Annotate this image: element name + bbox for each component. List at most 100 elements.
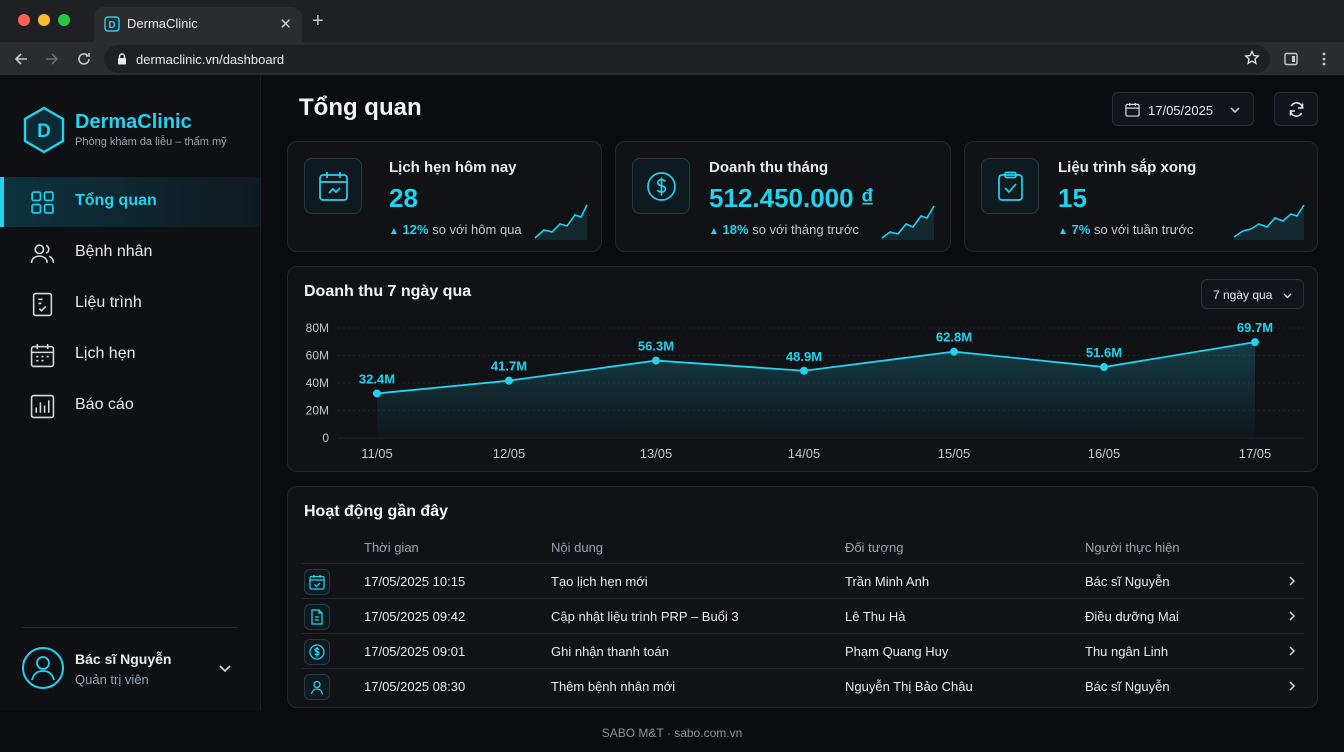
cell-content: Cập nhật liệu trình PRP – Buổi 3 bbox=[551, 609, 739, 624]
up-arrow-icon: ▲ bbox=[709, 226, 719, 237]
data-point bbox=[652, 356, 660, 365]
data-label: 48.9M bbox=[786, 349, 822, 364]
row-icon-container bbox=[304, 674, 330, 700]
column-header-subject: Đối tượng bbox=[845, 540, 904, 555]
sidebar-item-label: Lịch hẹn bbox=[75, 345, 136, 362]
range-dropdown[interactable]: 7 ngày qua bbox=[1201, 279, 1304, 309]
kpi-value: 28 bbox=[389, 183, 418, 213]
cell-content: Ghi nhận thanh toán bbox=[551, 644, 669, 659]
sidebar-item-patients[interactable]: Bệnh nhân bbox=[0, 228, 260, 278]
user-icon bbox=[31, 656, 55, 681]
table-row[interactable]: 17/05/2025 08:30 Thêm bệnh nhân mới Nguy… bbox=[302, 668, 1304, 703]
cell-subject: Nguyễn Thị Bảo Châu bbox=[845, 679, 973, 694]
close-tab-icon[interactable]: ✕ bbox=[279, 16, 292, 33]
svg-text:D: D bbox=[108, 20, 115, 31]
kpi-card-revenue: Doanh thu tháng 512.450.000 ₫ ▲ 18% so v… bbox=[615, 141, 951, 252]
cell-content: Tạo lịch hẹn mới bbox=[551, 574, 648, 589]
clipboard-check-icon bbox=[998, 171, 1023, 201]
cell-subject: Lê Thu Hà bbox=[845, 609, 906, 624]
svg-text:D: D bbox=[37, 121, 51, 142]
chevron-down-icon bbox=[1283, 293, 1292, 299]
minimize-window-button[interactable] bbox=[38, 14, 50, 26]
chevron-right-icon[interactable] bbox=[1286, 645, 1298, 657]
sidebar-item-overview[interactable]: Tổng quan bbox=[0, 177, 260, 227]
close-window-button[interactable] bbox=[18, 14, 30, 26]
y-tick-label: 0 bbox=[322, 431, 329, 445]
footer-text: SABO M&T · sabo.com.vn bbox=[601, 726, 743, 740]
sidebar-item-appointments[interactable]: Lịch hẹn bbox=[0, 330, 260, 380]
refresh-button[interactable] bbox=[1274, 92, 1318, 126]
kpi-delta: ▲ 18% so với tháng trước bbox=[709, 222, 859, 237]
url-field[interactable]: dermaclinic.vn/dashboard bbox=[104, 45, 1270, 73]
bookmark-star-icon[interactable] bbox=[1244, 50, 1260, 66]
table-row[interactable]: 17/05/2025 10:15 Tạo lịch hẹn mới Trần M… bbox=[302, 563, 1304, 598]
sidebar-item-label: Báo cáo bbox=[75, 396, 134, 413]
date-picker[interactable]: 17/05/2025 bbox=[1112, 92, 1254, 126]
sidebar-item-treatments[interactable]: Liệu trình bbox=[0, 279, 260, 329]
x-tick-label: 15/05 bbox=[938, 446, 971, 461]
cell-actor: Thu ngân Linh bbox=[1085, 644, 1169, 659]
kpi-delta: ▲ 7% so với tuần trước bbox=[1058, 222, 1194, 237]
menu-dots-icon[interactable] bbox=[1316, 51, 1332, 67]
chevron-down-icon bbox=[1230, 107, 1240, 114]
chevron-down-icon[interactable] bbox=[217, 660, 233, 676]
chevron-right-icon[interactable] bbox=[1286, 680, 1298, 692]
column-header-content: Nội dung bbox=[551, 540, 604, 555]
data-label: 62.8M bbox=[936, 330, 972, 345]
up-arrow-icon: ▲ bbox=[389, 226, 399, 237]
avatar[interactable] bbox=[22, 647, 64, 689]
column-header-time: Thời gian bbox=[364, 540, 419, 555]
users-icon bbox=[30, 244, 55, 263]
cell-actor: Bác sĩ Nguyễn bbox=[1085, 679, 1170, 694]
sidebar-divider bbox=[22, 627, 237, 628]
table-row[interactable]: 17/05/2025 09:01 Ghi nhận thanh toán Phạ… bbox=[302, 633, 1304, 668]
row-icon-container bbox=[304, 569, 330, 595]
page-title: Tổng quan bbox=[299, 94, 422, 121]
cell-time: 17/05/2025 08:30 bbox=[364, 679, 466, 694]
sparkline bbox=[1233, 204, 1305, 240]
calendar-check-icon bbox=[309, 575, 325, 590]
y-tick-label: 40M bbox=[306, 376, 329, 390]
sidebar-item-label: Tổng quan bbox=[75, 192, 157, 209]
cell-time: 17/05/2025 09:01 bbox=[364, 644, 466, 659]
sidepanel-icon[interactable] bbox=[1283, 51, 1299, 67]
table-row[interactable]: 17/05/2025 09:42 Cập nhật liệu trình PRP… bbox=[302, 598, 1304, 633]
row-icon-container bbox=[304, 639, 330, 665]
new-tab-icon[interactable]: + bbox=[312, 10, 324, 32]
data-point bbox=[950, 347, 958, 356]
forward-icon[interactable] bbox=[43, 50, 61, 68]
sidebar-item-reports[interactable]: Báo cáo bbox=[0, 381, 260, 431]
data-point bbox=[800, 366, 808, 375]
row-icon-container bbox=[304, 604, 330, 630]
chevron-right-icon[interactable] bbox=[1286, 575, 1298, 587]
x-tick-label: 13/05 bbox=[640, 446, 673, 461]
kpi-label: Lịch hẹn hôm nay bbox=[389, 159, 517, 176]
kpi-card-treatments: Liệu trình sắp xong 15 ▲ 7% so với tuần … bbox=[964, 141, 1318, 252]
x-tick-label: 11/05 bbox=[361, 446, 393, 461]
data-label: 56.3M bbox=[638, 339, 674, 354]
kpi-value: 512.450.000 ₫ bbox=[709, 183, 875, 213]
reload-icon[interactable] bbox=[75, 50, 93, 68]
activity-card: Hoạt động gần đây Thời gian Nội dung Đối… bbox=[287, 486, 1318, 708]
sidebar: D DermaClinic Phòng khám da liễu – thẩm … bbox=[0, 76, 261, 710]
data-label: 41.7M bbox=[491, 359, 527, 374]
grid-icon bbox=[31, 191, 54, 214]
data-point bbox=[1100, 363, 1108, 372]
maximize-window-button[interactable] bbox=[58, 14, 70, 26]
cell-subject: Phạm Quang Huy bbox=[845, 644, 949, 659]
kpi-icon-container bbox=[981, 158, 1039, 214]
kpi-card-appointments: Lịch hẹn hôm nay 28 ▲ 12% so với hôm qua bbox=[287, 141, 602, 252]
revenue-chart-card: Doanh thu 7 ngày qua 7 ngày qua 0 20M 40M 6… bbox=[287, 266, 1318, 472]
cell-subject: Trần Minh Anh bbox=[845, 574, 930, 589]
browser-tab[interactable]: D DermaClinic ✕ bbox=[94, 7, 302, 42]
x-tick-label: 17/05 bbox=[1239, 446, 1272, 461]
cell-content: Thêm bệnh nhân mới bbox=[551, 679, 676, 694]
user-icon bbox=[310, 680, 324, 695]
sidebar-item-label: Bệnh nhân bbox=[75, 243, 153, 260]
y-tick-label: 60M bbox=[306, 349, 329, 363]
chart-title: Doanh thu 7 ngày qua bbox=[304, 283, 472, 300]
back-icon[interactable] bbox=[12, 50, 30, 68]
y-tick-label: 20M bbox=[306, 404, 329, 418]
sidebar-item-label: Liệu trình bbox=[75, 294, 142, 311]
chevron-right-icon[interactable] bbox=[1286, 610, 1298, 622]
